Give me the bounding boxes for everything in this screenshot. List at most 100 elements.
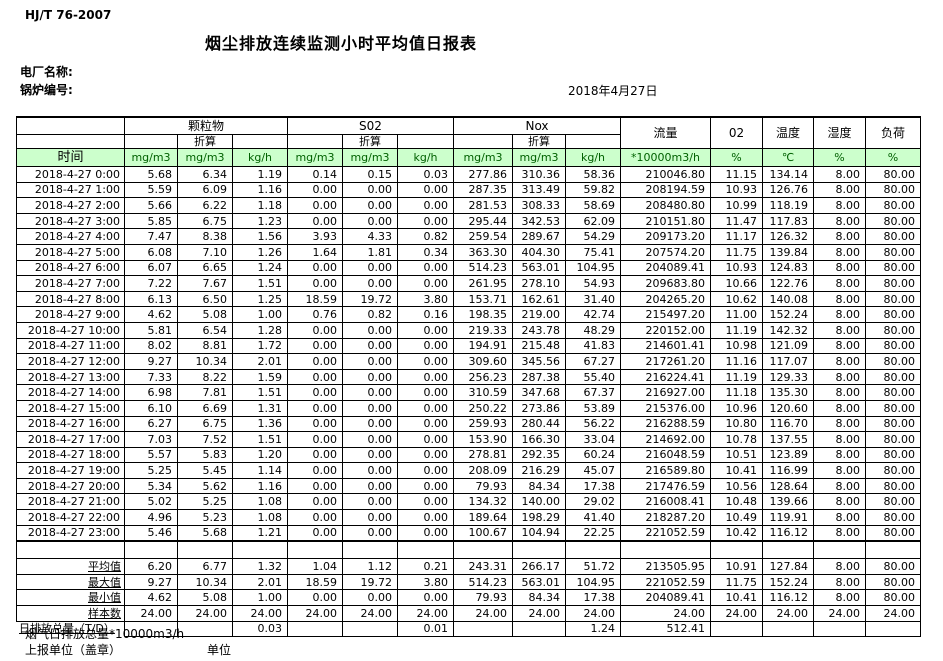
value-cell: 0.00 [397, 337, 454, 355]
value-cell: 8.00 [813, 197, 866, 214]
value-cell: 6.34 [177, 166, 233, 183]
value-cell: 0.00 [287, 589, 343, 607]
value-cell: 287.35 [453, 181, 513, 199]
value-cell: 219.33 [453, 321, 513, 339]
value-cell: 0.00 [342, 446, 398, 464]
value-cell: 563.01 [512, 573, 566, 591]
value-cell: 11.16 [710, 353, 763, 370]
value-cell: 10.66 [710, 275, 763, 292]
value-cell: 8.00 [813, 368, 866, 386]
value-cell: 24.00 [177, 605, 233, 622]
value-cell: 1.31 [232, 399, 288, 417]
value-cell: 0.00 [287, 212, 343, 230]
value-cell: 1.00 [232, 589, 288, 607]
value-cell: 8.00 [813, 353, 866, 370]
empty-cell [710, 540, 763, 560]
group-humidity: 湿度 [813, 116, 866, 149]
value-cell: 140.00 [512, 493, 566, 511]
value-cell: 0.00 [397, 524, 454, 542]
value-cell: 10.41 [710, 589, 763, 607]
value-cell: 84.34 [512, 589, 566, 607]
value-cell: 0.00 [287, 462, 343, 479]
value-cell: 278.81 [453, 446, 513, 464]
value-cell: 24.00 [620, 605, 711, 622]
value-cell: 0.00 [342, 509, 398, 526]
value-cell: 1.08 [232, 493, 288, 511]
header-empty-cell [287, 134, 343, 149]
value-cell: 7.22 [124, 275, 178, 292]
value-cell: 80.00 [865, 368, 921, 386]
unit-cell: % [865, 148, 921, 167]
value-cell: 1.24 [565, 620, 621, 638]
value-cell: 5.08 [177, 306, 233, 323]
value-cell: 1.04 [287, 558, 343, 575]
table-row: 2018-4-27 13:00 7.33 8.22 1.59 0.00 0.00 0.00 2… [16, 368, 921, 386]
value-cell [865, 620, 921, 638]
value-cell: 0.00 [287, 384, 343, 401]
empty-cell [762, 540, 814, 560]
value-cell: 0.00 [397, 321, 454, 339]
value-cell: 137.55 [762, 431, 814, 448]
value-cell: 0.00 [342, 524, 398, 542]
value-cell: 208480.80 [620, 197, 711, 214]
value-cell: 0.00 [287, 321, 343, 339]
value-cell: 8.00 [813, 415, 866, 433]
value-cell: 5.66 [124, 197, 178, 214]
value-cell: 80.00 [865, 259, 921, 277]
value-cell: 162.61 [512, 290, 566, 308]
doc-code: HJ/T 76-2007 [25, 8, 112, 22]
value-cell: 0.00 [397, 384, 454, 401]
value-cell: 295.44 [453, 212, 513, 230]
time-cell: 2018-4-27 20:00 [16, 477, 125, 495]
value-cell: 512.41 [620, 620, 711, 638]
value-cell: 8.00 [813, 524, 866, 542]
value-cell: 0.00 [342, 368, 398, 386]
table-row: 2018-4-27 2:00 5.66 6.22 1.18 0.00 0.00 0.00 28… [16, 197, 921, 214]
value-cell: 215376.00 [620, 399, 711, 417]
value-cell: 280.44 [512, 415, 566, 433]
value-cell: 5.25 [124, 462, 178, 479]
value-cell: 6.75 [177, 212, 233, 230]
value-cell: 0.00 [287, 524, 343, 542]
value-cell: 347.68 [512, 384, 566, 401]
value-cell: 0.82 [342, 306, 398, 323]
value-cell: 1.08 [232, 509, 288, 526]
value-cell: 7.03 [124, 431, 178, 448]
value-cell: 0.00 [397, 431, 454, 448]
value-cell: 139.66 [762, 493, 814, 511]
value-cell: 7.52 [177, 431, 233, 448]
value-cell: 0.00 [397, 197, 454, 214]
value-cell: 53.89 [565, 399, 621, 417]
value-cell: 218287.20 [620, 509, 711, 526]
value-cell: 216288.59 [620, 415, 711, 433]
value-cell [287, 620, 343, 638]
value-cell: 1.32 [232, 558, 288, 575]
empty-cell [620, 540, 711, 560]
separator-row [16, 540, 921, 560]
value-cell: 17.38 [565, 589, 621, 607]
value-cell: 4.62 [124, 306, 178, 323]
value-cell: 24.00 [453, 605, 513, 622]
value-cell: 308.33 [512, 197, 566, 214]
value-cell: 10.93 [710, 259, 763, 277]
value-cell: 10.99 [710, 197, 763, 214]
value-cell: 1.51 [232, 275, 288, 292]
value-cell: 0.00 [397, 368, 454, 386]
unit-cell: kg/h [565, 148, 621, 167]
value-cell: 8.00 [813, 181, 866, 199]
value-cell: 0.00 [397, 477, 454, 495]
value-cell: 5.85 [124, 212, 178, 230]
value-cell: 342.53 [512, 212, 566, 230]
table-row: 2018-4-27 7:00 7.22 7.67 1.51 0.00 0.00 0.00 26… [16, 275, 921, 292]
value-cell: 18.59 [287, 573, 343, 591]
value-cell: 220152.00 [620, 321, 711, 339]
unit-cell: mg/m3 [342, 148, 398, 167]
value-cell: 80.00 [865, 306, 921, 323]
value-cell: 124.83 [762, 259, 814, 277]
value-cell: 0.76 [287, 306, 343, 323]
summary-row: 最大值 9.27 10.34 2.01 18.59 19.72 3.80 514.23 563.… [16, 573, 921, 591]
value-cell: 0.00 [287, 399, 343, 417]
value-cell: 0.82 [397, 228, 454, 245]
value-cell: 116.70 [762, 415, 814, 433]
value-cell: 259.93 [453, 415, 513, 433]
